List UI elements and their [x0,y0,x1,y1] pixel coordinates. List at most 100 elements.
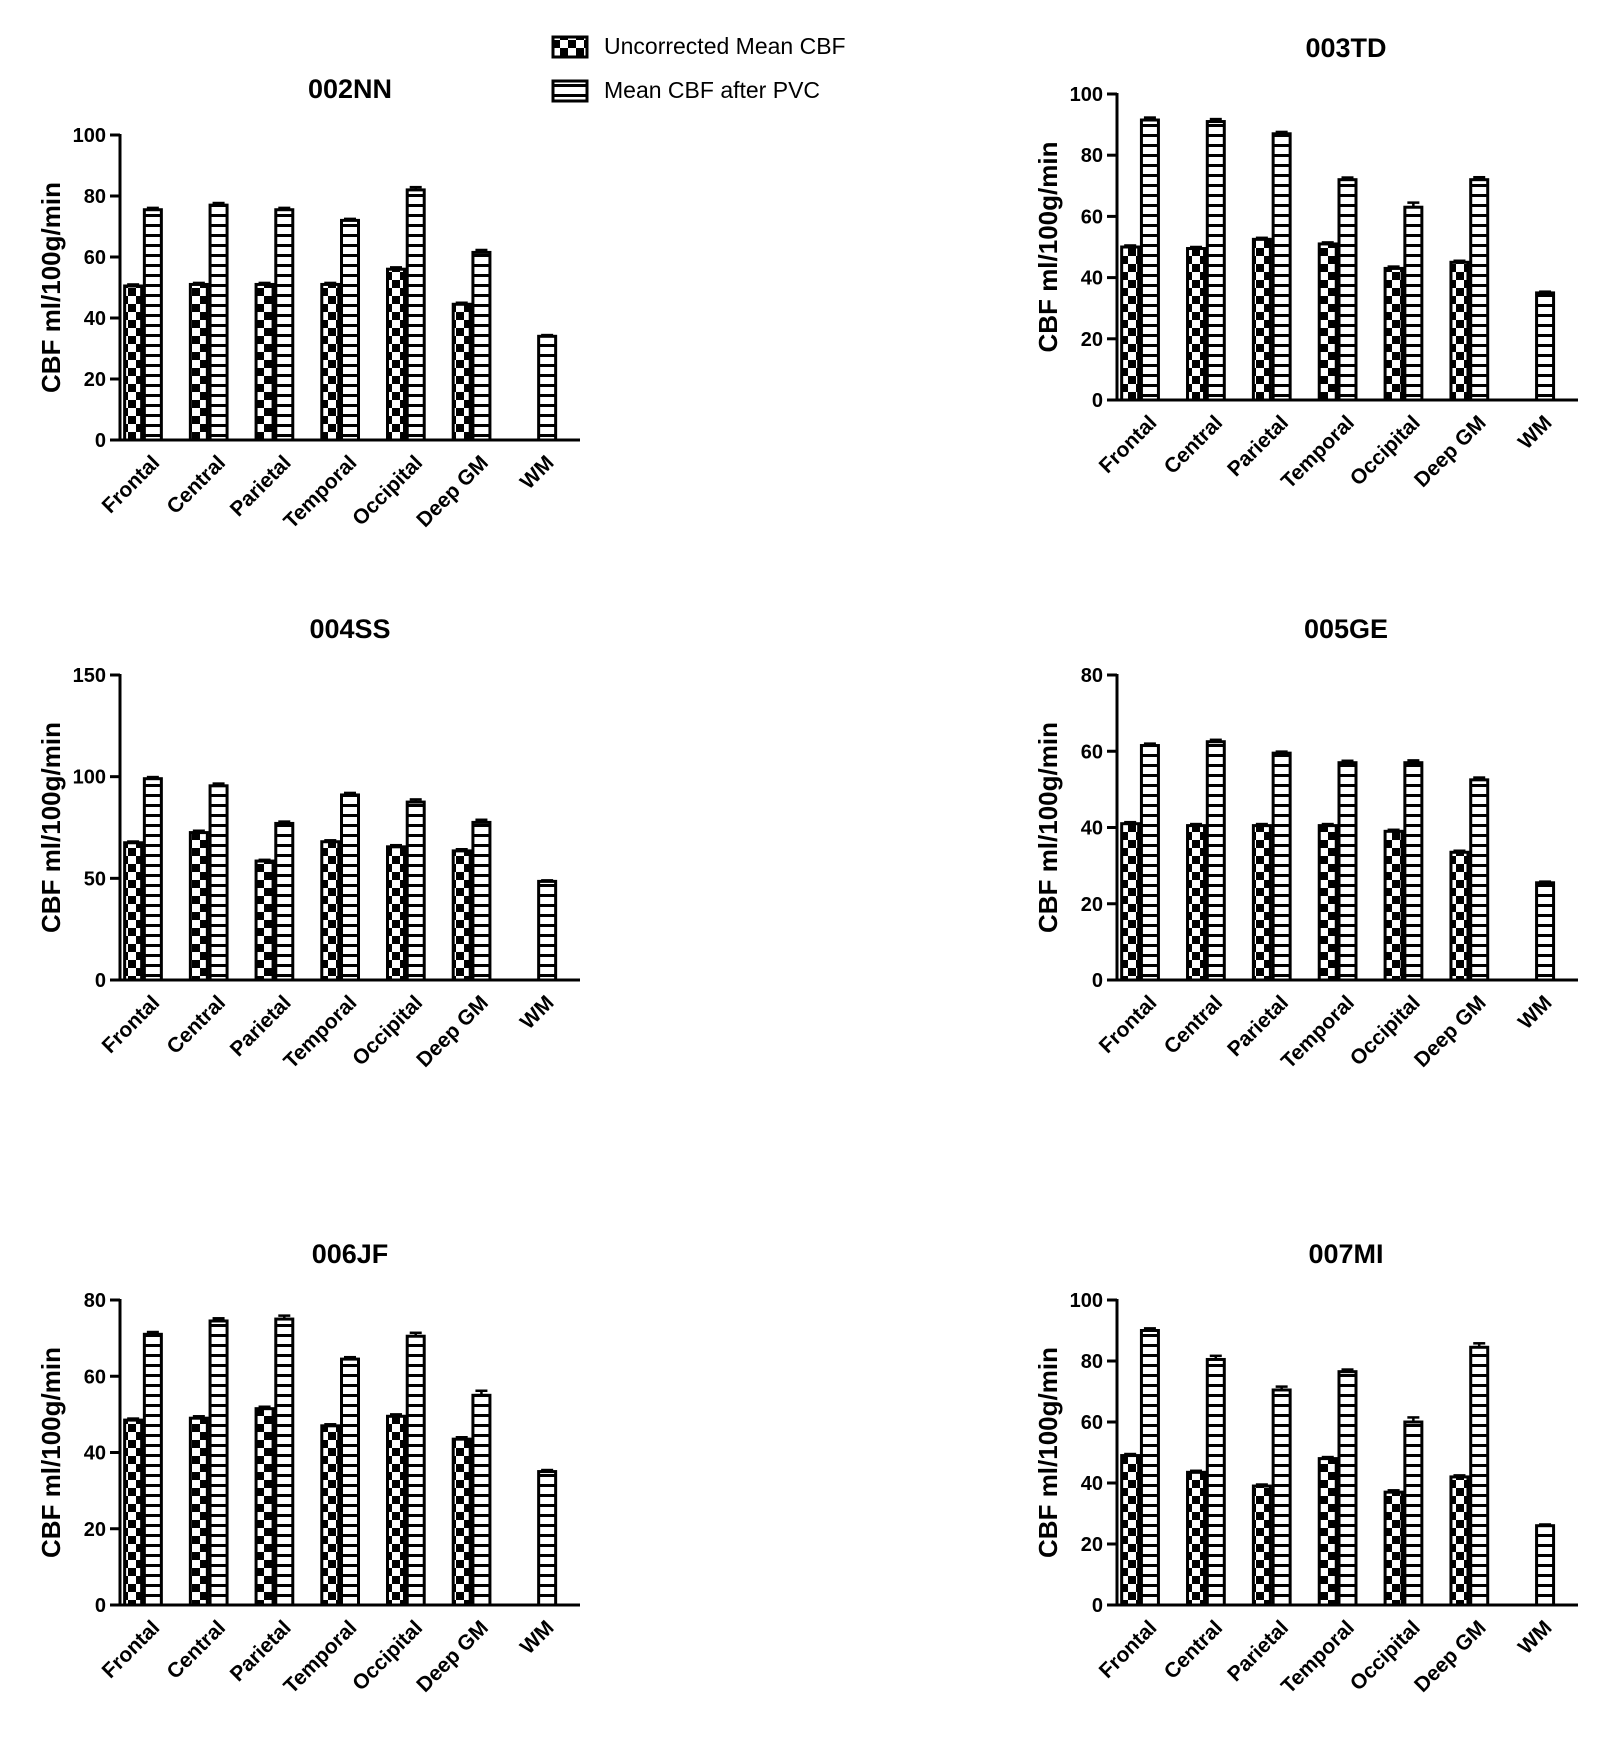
bar-uncorrected [1186,247,1207,402]
bar-pvc [471,250,492,442]
bar-uncorrected [254,859,275,982]
y-tick-label: 80 [1081,665,1103,687]
bar-uncorrected [320,282,341,442]
bar-pvc [340,218,360,442]
bar-uncorrected [386,845,406,982]
bar-pvc [1403,205,1424,402]
y-tick-label: 60 [84,1366,106,1388]
bar-pvc [405,1334,426,1607]
bar-uncorrected [451,302,472,442]
bar-uncorrected [451,1437,472,1607]
y-tick-label: 60 [1081,741,1103,763]
y-tick-label: 20 [84,1519,106,1541]
y-tick-label: 100 [73,125,106,147]
y-axis-label: CBF ml/100g/min [1033,1347,1063,1558]
x-tick-label: Frontal [1095,411,1162,478]
x-tick-label: Central [1160,1616,1227,1683]
x-tick-label: Frontal [98,991,165,1058]
bar-pvc [1271,751,1292,982]
y-axis-label: CBF ml/100g/min [36,182,66,393]
bar-pvc [1205,120,1226,402]
bar-pvc [142,208,163,442]
bar-pvc [1139,1329,1160,1607]
x-tick-label: Central [1160,411,1227,478]
y-tick-label: 100 [1070,84,1103,106]
bar-uncorrected [188,831,209,982]
x-tick-label: Deep GM [1410,991,1491,1072]
bar-pvc [1205,1357,1226,1607]
bar-uncorrected [1383,829,1404,982]
y-tick-label: 40 [84,1443,106,1465]
bar-pvc [340,1357,360,1607]
y-tick-label: 80 [1081,1351,1103,1373]
bar-pvc [142,777,163,982]
bar-uncorrected [1251,1484,1272,1607]
bar-pvc [208,1319,229,1607]
bar-pvc [340,793,360,982]
x-tick-label: Frontal [1095,991,1162,1058]
bar-uncorrected [1317,824,1338,982]
x-tick-label: Deep GM [412,451,493,532]
bar-uncorrected [1449,260,1470,402]
bar-pvc [471,1393,492,1607]
bar-pvc [1403,1420,1424,1607]
y-axis-label: CBF ml/100g/min [1033,142,1063,353]
bar-uncorrected [123,1418,144,1607]
y-tick-label: 0 [1092,1595,1103,1617]
legend-swatch-pvc [551,79,589,103]
chart-002NN: 002NN CBF ml/100g/min 0 20 40 60 80 100 FrontalC… [36,74,580,533]
y-tick-label: 100 [1070,1290,1103,1312]
y-tick-label: 20 [1081,1534,1103,1556]
y-tick-label: 80 [84,1290,106,1312]
bar-pvc [1271,1388,1292,1607]
bar-pvc [405,188,426,442]
bar-uncorrected [320,840,341,982]
x-tick-label: WM [516,451,559,494]
bar-uncorrected [254,282,275,442]
bar-pvc [1403,761,1424,982]
bar-uncorrected [451,849,472,982]
bar-pvc [1469,178,1490,402]
bar-uncorrected [123,841,144,982]
bar-uncorrected [188,282,209,442]
bar-pvc [142,1332,163,1607]
y-axis-label: CBF ml/100g/min [1033,722,1063,933]
bar-uncorrected [1449,850,1470,982]
x-tick-label: Frontal [1095,1616,1162,1683]
bar-pvc [1139,118,1160,402]
chart-005GE: 005GE CBF ml/100g/min 0 20 40 60 80 FrontalCent… [1033,614,1578,1073]
bar-pvc [1535,881,1556,982]
bar-uncorrected [386,1414,406,1607]
chart-title: 005GE [1304,614,1388,644]
chart-title: 004SS [309,614,390,644]
x-tick-label: Central [1160,991,1227,1058]
bar-pvc [274,821,295,982]
bar-pvc [274,1317,295,1607]
bar-uncorrected [1251,824,1272,982]
x-tick-label: Deep GM [412,991,493,1072]
bar-uncorrected [1120,822,1141,982]
chart-title: 002NN [308,74,392,104]
bar-pvc [1535,1524,1556,1607]
bar-uncorrected [254,1407,275,1607]
legend-label-uncorrected: Uncorrected Mean CBF [604,33,846,59]
x-tick-label: Deep GM [1410,1616,1491,1697]
x-tick-label: Deep GM [1410,411,1491,492]
y-tick-label: 0 [95,1595,106,1617]
y-tick-label: 40 [1081,268,1103,290]
bar-uncorrected [1317,242,1338,402]
bar-pvc [1337,761,1358,982]
y-tick-label: 0 [95,430,106,452]
bar-pvc [1139,744,1160,982]
x-tick-label: Frontal [98,451,165,518]
bar-pvc [405,800,426,982]
y-tick-label: 150 [73,665,106,687]
bar-pvc [471,820,492,982]
bar-pvc [1469,778,1490,982]
bar-uncorrected [1120,1454,1141,1607]
legend-label-pvc: Mean CBF after PVC [604,77,820,103]
bar-pvc [1271,132,1292,402]
y-tick-label: 0 [1092,970,1103,992]
bar-uncorrected [386,267,406,442]
bar-uncorrected [1449,1475,1470,1607]
